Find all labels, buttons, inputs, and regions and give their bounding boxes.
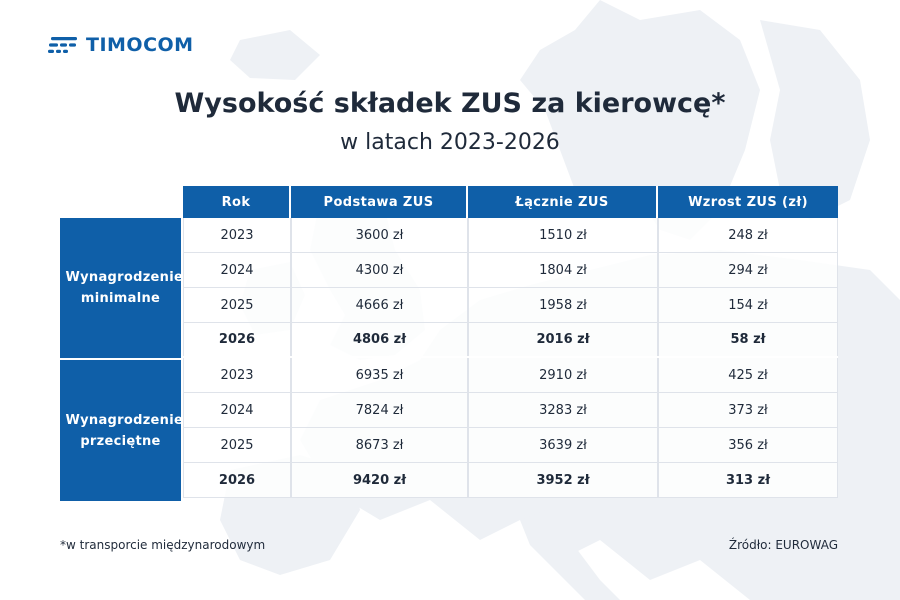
table-body: 2023 3600 zł 1510 zł 248 zł 2024 4300 zł… [183,218,838,498]
cell-growth: 294 zł [658,253,838,287]
cell-growth: 356 zł [658,428,838,462]
map-italy [520,510,620,600]
table-row: 2023 3600 zł 1510 zł 248 zł [183,218,838,253]
cell-total: 1510 zł [468,218,658,252]
cell-total: 1958 zł [468,288,658,322]
table-header-row: Rok Podstawa ZUS Łącznie ZUS Wzrost ZUS … [183,186,838,218]
table-row: 2024 7824 zł 3283 zł 373 zł [183,393,838,428]
map-finland [760,20,870,220]
cell-year: 2024 [183,253,291,287]
table-row: 2025 4666 zł 1958 zł 154 zł [183,288,838,323]
cell-year: 2026 [183,463,291,497]
table-row: 2025 8673 zł 3639 zł 356 zł [183,428,838,463]
map-iceland [230,30,320,80]
cell-base: 9420 zł [291,463,468,497]
cell-base: 4300 zł [291,253,468,287]
column-header-year: Rok [183,186,291,218]
cell-total: 2016 zł [468,323,658,356]
cell-base: 6935 zł [291,358,468,392]
cell-growth: 154 zł [658,288,838,322]
map-scandinavia [520,0,760,240]
cell-base: 3600 zł [291,218,468,252]
group-label-minimal: Wynagrodzenie minimalne [60,218,184,358]
cell-total: 2910 zł [468,358,658,392]
cell-base: 8673 zł [291,428,468,462]
table-row: 2026 9420 zł 3952 zł 313 zł [183,463,838,498]
table-row: 2026 4806 zł 2016 zł 58 zł [183,323,838,358]
page-subtitle: w latach 2023-2026 [340,130,560,155]
cell-base: 4666 zł [291,288,468,322]
table-row: 2024 4300 zł 1804 zł 294 zł [183,253,838,288]
page-title: Wysokość składek ZUS za kierowcę* [174,88,726,119]
source-note: Źródło: EUROWAG [728,538,838,552]
cell-growth: 425 zł [658,358,838,392]
column-header-base: Podstawa ZUS [291,186,468,218]
cell-growth: 248 zł [658,218,838,252]
cell-year: 2024 [183,393,291,427]
cell-total: 3639 zł [468,428,658,462]
cell-total: 3952 zł [468,463,658,497]
cell-base: 7824 zł [291,393,468,427]
zus-table: Rok Podstawa ZUS Łącznie ZUS Wzrost ZUS … [60,186,838,501]
cell-year: 2026 [183,323,291,356]
timocom-logo-icon [48,37,77,53]
cell-growth: 313 zł [658,463,838,497]
cell-total: 1804 zł [468,253,658,287]
column-header-total: Łącznie ZUS [468,186,658,218]
cell-year: 2023 [183,358,291,392]
cell-year: 2023 [183,218,291,252]
table-row: 2023 6935 zł 2910 zł 425 zł [183,358,838,393]
group-label-text: Wynagrodzenie przeciętne [65,412,184,449]
cell-total: 3283 zł [468,393,658,427]
footnote: *w transporcie międzynarodowym [60,538,266,552]
cell-growth: 373 zł [658,393,838,427]
logo-text: TIMOCOM [86,34,194,56]
cell-growth: 58 zł [658,323,838,356]
group-label-text: Wynagrodzenie minimalne [65,270,184,306]
timocom-logo[interactable]: TIMOCOM [48,34,194,56]
cell-year: 2025 [183,428,291,462]
column-header-growth: Wzrost ZUS (zł) [658,186,838,218]
cell-year: 2025 [183,288,291,322]
cell-base: 4806 zł [291,323,468,356]
group-label-average: Wynagrodzenie przeciętne [60,360,184,501]
